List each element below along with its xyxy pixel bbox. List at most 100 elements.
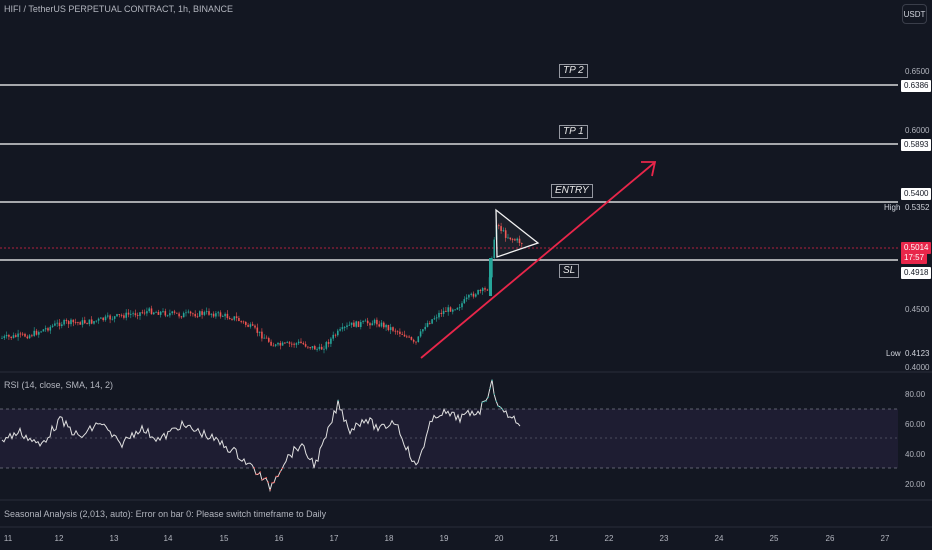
candle-body [210, 313, 213, 315]
candle-body [226, 313, 229, 319]
currency-button[interactable]: USDT [902, 4, 927, 24]
candle-body [337, 330, 339, 336]
time-tick: 17 [329, 534, 339, 543]
candle-body [173, 311, 176, 313]
high-value: 0.5352 [905, 203, 930, 212]
candle-body [263, 337, 265, 339]
candle-body [247, 324, 249, 327]
candle-body [307, 346, 309, 348]
pennant-triangle-drawing[interactable] [495, 208, 540, 258]
candle-body [343, 327, 346, 328]
candle-body [316, 348, 318, 350]
candle-body [231, 319, 233, 320]
tp1-price-box: 0.5893 [901, 139, 932, 151]
candle-body [470, 293, 472, 295]
candle-body [136, 315, 139, 316]
candle-body [19, 333, 22, 335]
candle-body [159, 311, 162, 315]
time-tick: 16 [274, 534, 284, 543]
candle-body [217, 312, 219, 314]
candle-body [500, 226, 502, 231]
candle-body [219, 312, 222, 317]
candle-body [224, 313, 226, 317]
candle-body [212, 313, 215, 317]
candle-body [291, 343, 293, 345]
arrow-up-right-icon [641, 161, 657, 177]
low-label: Low [886, 349, 901, 359]
candle-body [118, 314, 121, 315]
trendline-arrow[interactable] [420, 162, 655, 359]
candle-body [162, 311, 164, 312]
candle-body [56, 322, 58, 324]
candle-body [486, 289, 489, 291]
candle-body [107, 315, 109, 317]
candle-body [334, 334, 337, 336]
candle-body [279, 342, 282, 346]
candle-body [320, 346, 323, 350]
candle-body [26, 336, 29, 339]
candle-body [387, 324, 390, 331]
candle-body [97, 318, 100, 321]
candle-body [164, 311, 167, 316]
time-tick: 20 [494, 534, 504, 543]
candle-body [254, 325, 256, 328]
candle-body [171, 311, 173, 314]
rsi-tick: 60.00 [905, 420, 926, 429]
candle-body [40, 331, 42, 333]
tp2-price-box: 0.6386 [901, 80, 932, 92]
time-tick: 21 [549, 534, 559, 543]
time-tick: 25 [769, 534, 779, 543]
candlestick-series [1, 222, 523, 354]
candle-body [281, 342, 284, 346]
candle-body [431, 319, 433, 324]
candle-body [74, 322, 77, 324]
candle-body [182, 313, 185, 318]
candle-body [15, 335, 17, 337]
sl-label[interactable]: SL [559, 264, 580, 278]
candle-body [65, 320, 68, 322]
candle-body [12, 335, 15, 338]
candle-body [376, 319, 378, 325]
candle-body [302, 343, 305, 345]
candle-body [8, 334, 10, 337]
candle-body [208, 311, 210, 315]
candle-body [35, 330, 38, 335]
candle-body [330, 338, 332, 344]
candle-body [130, 313, 132, 315]
candle-body [399, 331, 401, 334]
candle-body [346, 325, 348, 328]
candle-body [295, 343, 298, 345]
candle-body [90, 319, 93, 324]
candle-body [318, 346, 321, 349]
rsi-indicator-title[interactable]: RSI (14, close, SMA, 14, 2) [4, 380, 114, 390]
candle-body [417, 336, 420, 343]
tp1-label[interactable]: TP 1 [559, 125, 588, 139]
candle-body [440, 312, 443, 314]
candle-body [192, 313, 194, 315]
symbol-title[interactable]: HIFI / TetherUS PERPETUAL CONTRACT, 1h, … [4, 4, 234, 14]
candle-body [297, 341, 300, 344]
candle-body [484, 288, 486, 290]
candle-body [412, 339, 415, 342]
candle-body [442, 310, 445, 314]
seasonal-analysis-error[interactable]: Seasonal Analysis (2,013, auto): Error o… [4, 509, 327, 519]
candle-body [1, 337, 3, 339]
candle-body [258, 331, 261, 333]
candle-body [77, 322, 79, 324]
candle-body [47, 328, 49, 331]
candle-body [445, 310, 447, 312]
candle-body [284, 342, 286, 344]
candle-body [67, 321, 70, 325]
tp2-label[interactable]: TP 2 [559, 64, 588, 78]
candle-body [378, 324, 380, 327]
candle-body [205, 311, 208, 313]
time-tick: 22 [604, 534, 614, 543]
candle-body [51, 325, 54, 327]
entry-label[interactable]: ENTRY [551, 184, 593, 198]
candle-body [454, 309, 456, 311]
candle-body [286, 342, 288, 344]
candle-body [102, 317, 104, 321]
candle-body [408, 336, 410, 338]
candle-body [3, 336, 6, 338]
